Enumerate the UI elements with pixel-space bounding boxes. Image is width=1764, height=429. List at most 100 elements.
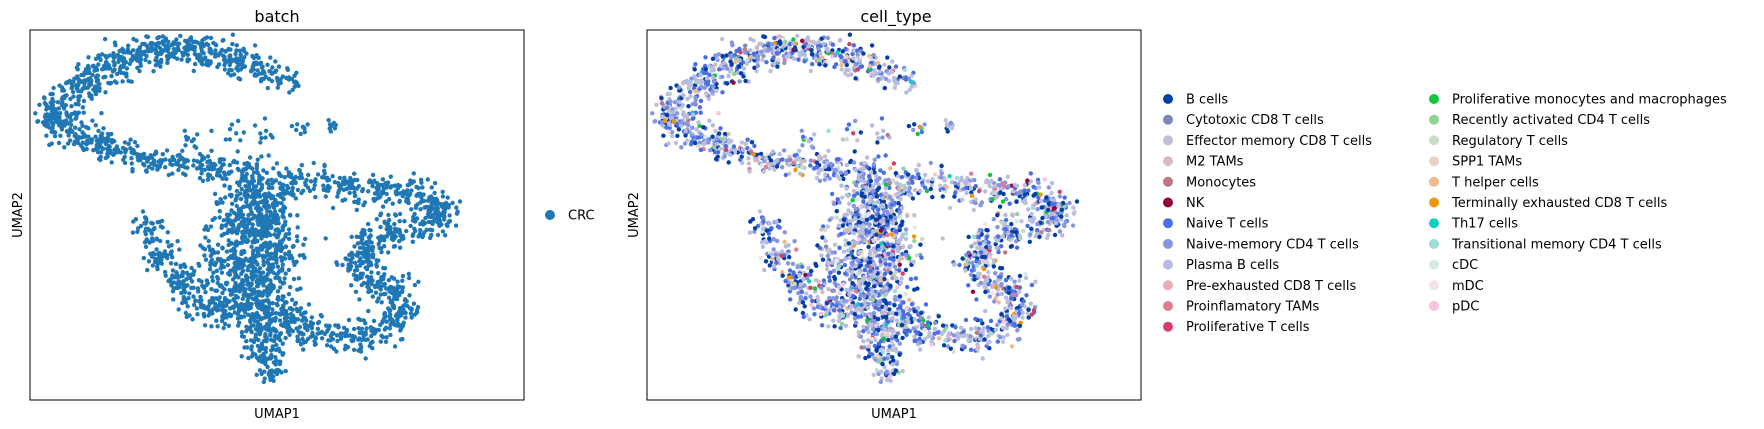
data-point — [331, 121, 337, 126]
data-point — [392, 344, 398, 349]
data-point — [882, 356, 887, 361]
data-point — [741, 66, 747, 71]
data-point — [885, 242, 890, 247]
data-point — [280, 262, 285, 267]
data-point — [406, 275, 412, 281]
data-point — [755, 63, 760, 68]
data-point — [280, 190, 286, 196]
data-point — [220, 200, 225, 205]
data-point — [184, 277, 189, 282]
data-point — [770, 149, 776, 154]
data-point — [743, 141, 748, 146]
data-point — [780, 165, 785, 170]
data-point — [224, 249, 230, 254]
data-point — [86, 55, 91, 60]
data-point — [251, 170, 257, 175]
data-point — [377, 238, 383, 244]
data-point — [861, 204, 867, 209]
data-point — [183, 300, 189, 305]
data-point — [49, 129, 54, 134]
data-point — [883, 191, 888, 196]
legend-item: CRC — [545, 209, 595, 224]
data-point — [791, 160, 796, 166]
data-point — [258, 317, 264, 322]
data-point — [200, 62, 205, 67]
data-point — [728, 59, 733, 64]
data-point — [291, 276, 297, 282]
data-point — [365, 254, 371, 260]
data-point — [861, 51, 866, 56]
data-point — [280, 297, 285, 302]
data-point — [111, 53, 117, 58]
data-point — [199, 46, 204, 52]
data-point — [397, 245, 403, 250]
data-point — [898, 223, 904, 228]
data-point — [237, 48, 242, 53]
data-point — [868, 198, 873, 204]
data-point — [420, 185, 425, 190]
data-point — [659, 96, 664, 101]
data-point — [366, 248, 371, 254]
data-point — [301, 242, 306, 247]
data-point — [882, 85, 887, 91]
data-point — [286, 291, 292, 297]
data-point — [361, 280, 367, 286]
data-point — [93, 89, 98, 95]
data-point — [242, 345, 247, 350]
data-point — [880, 349, 885, 355]
data-point — [414, 184, 419, 190]
data-point — [284, 300, 289, 305]
data-point — [231, 305, 236, 311]
data-point — [237, 183, 242, 188]
data-point — [378, 224, 383, 230]
data-point — [206, 304, 211, 309]
data-point — [147, 60, 152, 65]
data-point — [157, 50, 163, 56]
data-point — [668, 85, 673, 91]
data-point — [360, 227, 365, 233]
data-point — [777, 39, 782, 44]
data-point — [269, 251, 274, 256]
data-point — [269, 177, 274, 182]
data-point — [864, 155, 870, 160]
data-point — [679, 120, 684, 125]
data-point — [214, 268, 220, 273]
data-point — [274, 244, 279, 249]
data-point — [217, 303, 222, 308]
data-point — [669, 115, 674, 120]
data-point — [397, 183, 403, 189]
data-point — [123, 60, 129, 65]
data-point — [150, 263, 155, 268]
data-point — [69, 86, 74, 91]
data-point — [381, 291, 387, 297]
data-point — [397, 219, 402, 224]
data-point — [427, 195, 432, 200]
data-point — [897, 262, 902, 267]
data-point — [124, 66, 130, 71]
data-point — [368, 228, 373, 233]
data-point — [893, 368, 899, 373]
data-point — [170, 171, 175, 176]
data-point — [369, 240, 374, 245]
data-point — [148, 48, 153, 53]
data-point — [837, 163, 842, 168]
data-point — [270, 344, 275, 349]
data-point — [295, 309, 300, 314]
data-point — [270, 185, 275, 190]
data-point — [298, 306, 304, 311]
data-point — [290, 185, 295, 191]
data-point — [312, 342, 318, 347]
data-point — [831, 201, 837, 207]
data-point — [368, 278, 373, 283]
data-point — [159, 57, 164, 63]
data-point — [880, 74, 885, 80]
data-point — [255, 343, 261, 349]
data-point — [307, 188, 313, 194]
data-point — [853, 167, 858, 173]
data-point — [208, 160, 213, 166]
data-point — [372, 178, 377, 183]
data-point — [710, 123, 715, 128]
data-point — [683, 121, 689, 126]
data-point — [398, 337, 404, 342]
data-point — [272, 69, 278, 75]
